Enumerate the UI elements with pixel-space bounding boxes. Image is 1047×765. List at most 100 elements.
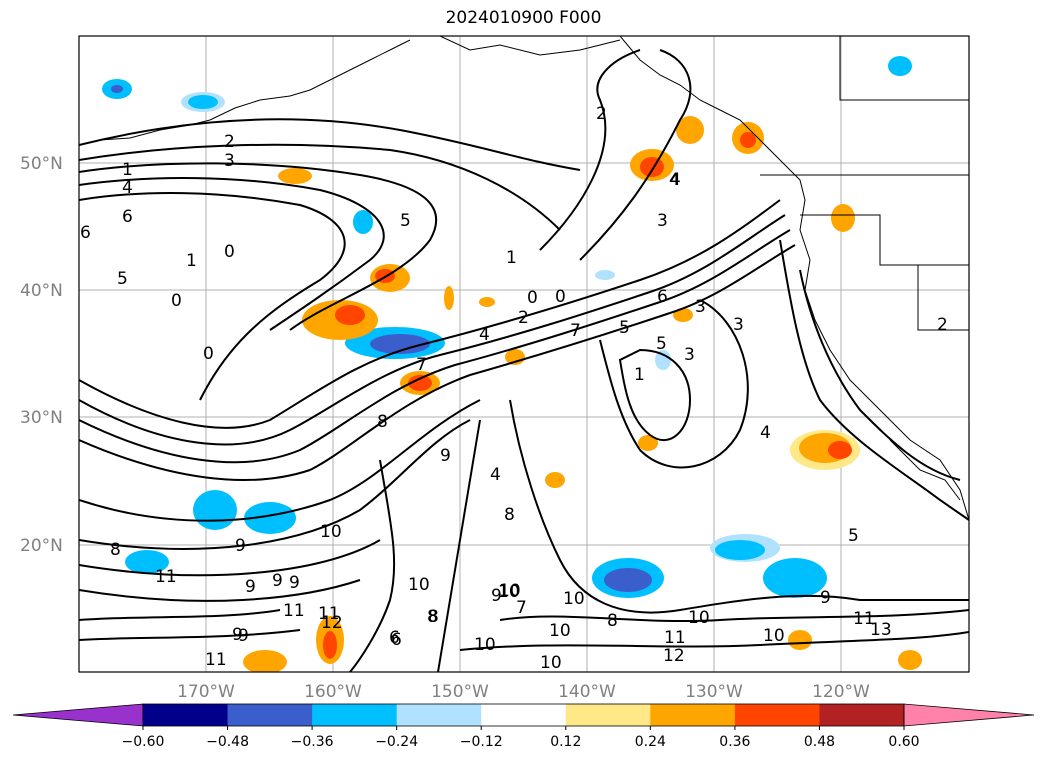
colorbar-label: −0.36 (291, 734, 334, 750)
contour-label: 2 (224, 132, 235, 152)
contour-label: 6 (389, 628, 400, 648)
contour-label: 2 (937, 315, 948, 335)
contour-label: 4 (122, 178, 133, 198)
contour-label: 9 (272, 571, 283, 591)
contour-label: 10 (408, 575, 430, 595)
contour-label: 5 (400, 211, 411, 231)
contour-label: 8 (428, 607, 439, 627)
lat-tick: 30°N (20, 408, 63, 428)
contour-label: 10 (320, 522, 342, 542)
contour-label: 5 (848, 526, 859, 546)
contour-label: 1 (506, 248, 517, 268)
colorbar-label: 0.48 (804, 734, 835, 750)
colorbar: −0.60 −0.48 −0.36 −0.24 −0.12 0.12 0.24 0.36 0.4… (12, 703, 1035, 750)
contour-label: 8 (607, 611, 618, 631)
contour-label: 11 (664, 628, 686, 648)
colorbar-bin (650, 704, 736, 726)
lon-tick: 150°W (431, 682, 489, 702)
contour-label: 3 (695, 297, 706, 317)
contour-label: 0 (203, 344, 214, 364)
contour-label: 12 (663, 646, 685, 666)
contour-label: 1 (186, 251, 197, 271)
colorbar-label: 0.12 (550, 734, 581, 750)
contour-label: 4 (669, 170, 680, 190)
contour-label: 9 (245, 577, 256, 597)
contour-label: 8 (110, 540, 121, 560)
colorbar-bin (481, 704, 567, 726)
lat-tick: 20°N (20, 536, 63, 556)
contour-label: 11 (283, 601, 305, 621)
contour-label: 9 (820, 588, 831, 608)
contour-label: 9 (491, 586, 502, 606)
lon-tick: 170°W (177, 682, 235, 702)
longitude-ticks: 170°W 160°W 150°W 140°W 130°W 120°W (177, 682, 870, 702)
colorbar-label: 0.24 (635, 734, 666, 750)
contour-label: 11 (318, 604, 340, 624)
contour-label: 8 (427, 607, 438, 627)
colorbar-extend-high (903, 703, 1035, 727)
colorbar-label: −0.24 (375, 734, 418, 750)
contour-label: 2 (518, 308, 529, 328)
contour-label: 5 (117, 269, 128, 289)
contour-label: 5 (656, 334, 667, 354)
colorbar-bin (312, 704, 398, 726)
contour-label: 3 (684, 345, 695, 365)
contour-label: 5 (619, 318, 630, 338)
colorbar-label: 0.60 (888, 734, 919, 750)
colorbar-bin (227, 704, 313, 726)
contour-label: 0 (171, 291, 182, 311)
contour-label: 9 (238, 626, 249, 646)
colorbar-label: −0.48 (206, 734, 249, 750)
colorbar-bin (734, 704, 820, 726)
contour-label: 8 (377, 412, 388, 432)
graticule (79, 36, 969, 672)
contour-label: 11 (155, 567, 177, 587)
contour-label: 1 (634, 365, 645, 385)
contour-label: 4 (479, 325, 490, 345)
contour-label: 10 (540, 653, 562, 673)
lon-tick: 160°W (304, 682, 362, 702)
colorbar-extend-low (12, 703, 144, 727)
colorbar-outline (142, 703, 905, 727)
contour-label: 9 (232, 625, 243, 645)
contour-label: 10 (498, 582, 520, 602)
contour-label: 7 (570, 321, 581, 341)
coastlines (99, 36, 969, 521)
contour-label: 6 (391, 630, 402, 650)
contour-label: 10 (563, 589, 585, 609)
contour-label: 12 (321, 613, 343, 633)
contour-label: 10 (499, 581, 521, 601)
contour-label: 4 (490, 465, 501, 485)
contour-label: 6 (80, 223, 91, 243)
contour-label: 13 (870, 620, 892, 640)
lat-tick: 40°N (20, 281, 63, 301)
contour-label: 3 (733, 315, 744, 335)
latitude-ticks: 50°N 40°N 30°N 20°N (20, 154, 63, 556)
lon-tick: 130°W (685, 682, 743, 702)
contour-lines (79, 49, 969, 672)
contour-label: 10 (763, 626, 785, 646)
colorbar-bin (396, 704, 482, 726)
colorbar-label: −0.12 (460, 734, 503, 750)
contour-label: 7 (516, 598, 527, 618)
colorbar-bin (143, 704, 229, 726)
contour-label: 0 (555, 287, 566, 307)
shaded-field (102, 56, 922, 672)
contour-label: 6 (657, 287, 668, 307)
contour-label: 11 (205, 650, 227, 670)
map-title: 2024010900 F000 (445, 8, 602, 28)
contour-label: 4 (760, 423, 771, 443)
colorbar-bin (819, 704, 905, 726)
contour-label: 3 (657, 211, 668, 231)
contour-label: 9 (235, 536, 246, 556)
contour-label-group: 2 3 1 4 6 0 5 1 0 0 2 4 5 1 0 0 2 4 7 7 … (80, 104, 948, 673)
contour-label: 2 (596, 104, 607, 124)
contour-label: 11 (853, 609, 875, 629)
contour-label: 6 (122, 207, 133, 227)
contour-label: 4 (670, 170, 681, 190)
contour-label: 9 (289, 573, 300, 593)
contour-label: 1 (122, 160, 133, 180)
contour-label: 10 (549, 621, 571, 641)
contour-label: 0 (224, 242, 235, 262)
